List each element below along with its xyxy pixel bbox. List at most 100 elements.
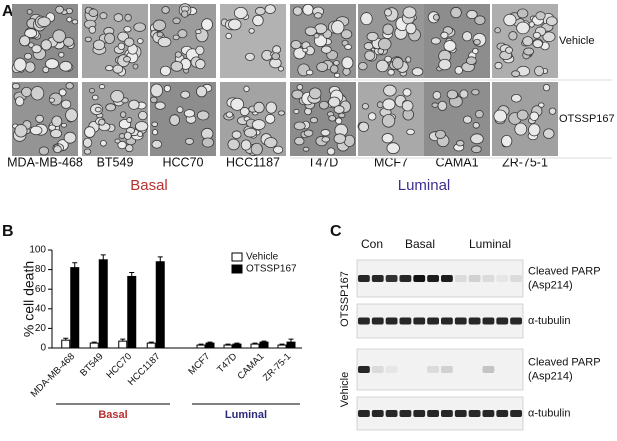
cell (156, 31, 164, 38)
cell (277, 110, 285, 116)
legend-label: Vehicle (246, 252, 279, 263)
cell (545, 16, 558, 27)
error-bar (279, 343, 285, 346)
cell (84, 36, 92, 43)
cell (320, 45, 332, 54)
micrograph (220, 82, 286, 157)
error-bar (198, 343, 204, 346)
cell (137, 131, 144, 138)
cell (201, 18, 213, 31)
cell (514, 122, 528, 136)
cell (14, 124, 28, 138)
blot-band (482, 366, 495, 373)
error-bar (120, 338, 126, 342)
cell (446, 89, 458, 100)
cell (13, 57, 27, 72)
cell (83, 148, 92, 155)
cell (329, 64, 339, 74)
bar (61, 339, 71, 349)
cell (473, 38, 481, 46)
error-bar (207, 341, 213, 344)
micrograph (492, 4, 558, 78)
blot-band (385, 317, 398, 325)
cell (522, 36, 534, 47)
cell (91, 94, 99, 101)
cell (386, 142, 400, 155)
cell (402, 6, 417, 19)
error-bar (91, 341, 97, 344)
micrograph (424, 82, 490, 156)
cell (328, 96, 341, 108)
cell (360, 12, 373, 26)
blot-band (427, 366, 439, 373)
cell (225, 32, 232, 40)
cell (163, 84, 171, 93)
cell (459, 89, 469, 99)
micrograph (149, 3, 216, 78)
cell (88, 8, 99, 17)
blot-band (468, 275, 481, 282)
cell (124, 37, 135, 47)
cell (15, 96, 25, 107)
cell (328, 115, 337, 122)
cell (184, 137, 194, 145)
blot-band (468, 410, 481, 417)
cell (454, 66, 463, 75)
cell (113, 13, 124, 22)
cell (89, 87, 95, 94)
cell (341, 56, 354, 70)
bar (146, 342, 156, 349)
cell (508, 31, 518, 41)
cell (245, 52, 255, 61)
cell (26, 8, 33, 15)
cell (99, 12, 108, 20)
cell (292, 6, 303, 16)
cell (233, 6, 248, 19)
bar (196, 344, 206, 349)
cell (333, 133, 346, 144)
cell (105, 103, 117, 112)
cell (291, 89, 304, 100)
micrograph (11, 4, 79, 78)
cell (381, 133, 394, 144)
cell (30, 86, 45, 101)
cell (152, 19, 167, 31)
cell (31, 44, 42, 54)
cell (335, 117, 343, 125)
cell (392, 57, 404, 70)
cell (114, 138, 121, 144)
cell (50, 129, 63, 139)
bar (155, 261, 165, 349)
bar (232, 343, 242, 349)
cell (494, 27, 501, 34)
cell (384, 55, 392, 63)
cell (302, 3, 314, 16)
cell (303, 129, 314, 137)
cell (318, 100, 329, 110)
blot-membrane (356, 396, 524, 431)
blot-membrane (356, 303, 524, 339)
cell (405, 56, 412, 63)
cell (58, 51, 65, 58)
cell (195, 29, 202, 35)
cell (313, 12, 323, 19)
cell (470, 133, 484, 145)
cell (538, 102, 545, 108)
cell (157, 36, 172, 48)
treatment-label: Vehicle (339, 372, 351, 407)
cell (132, 63, 139, 70)
y-tick-label: 20 (35, 323, 47, 334)
micrograph (358, 4, 424, 78)
cell (382, 23, 394, 36)
cell (435, 129, 446, 139)
cell (24, 61, 36, 73)
cell (529, 111, 539, 121)
group-label: Luminal (398, 177, 451, 194)
blot-band (399, 275, 412, 282)
cell (431, 102, 439, 108)
cell (511, 70, 521, 78)
cell (255, 6, 266, 16)
cell (364, 50, 376, 61)
y-tick-label: 40 (35, 303, 47, 314)
